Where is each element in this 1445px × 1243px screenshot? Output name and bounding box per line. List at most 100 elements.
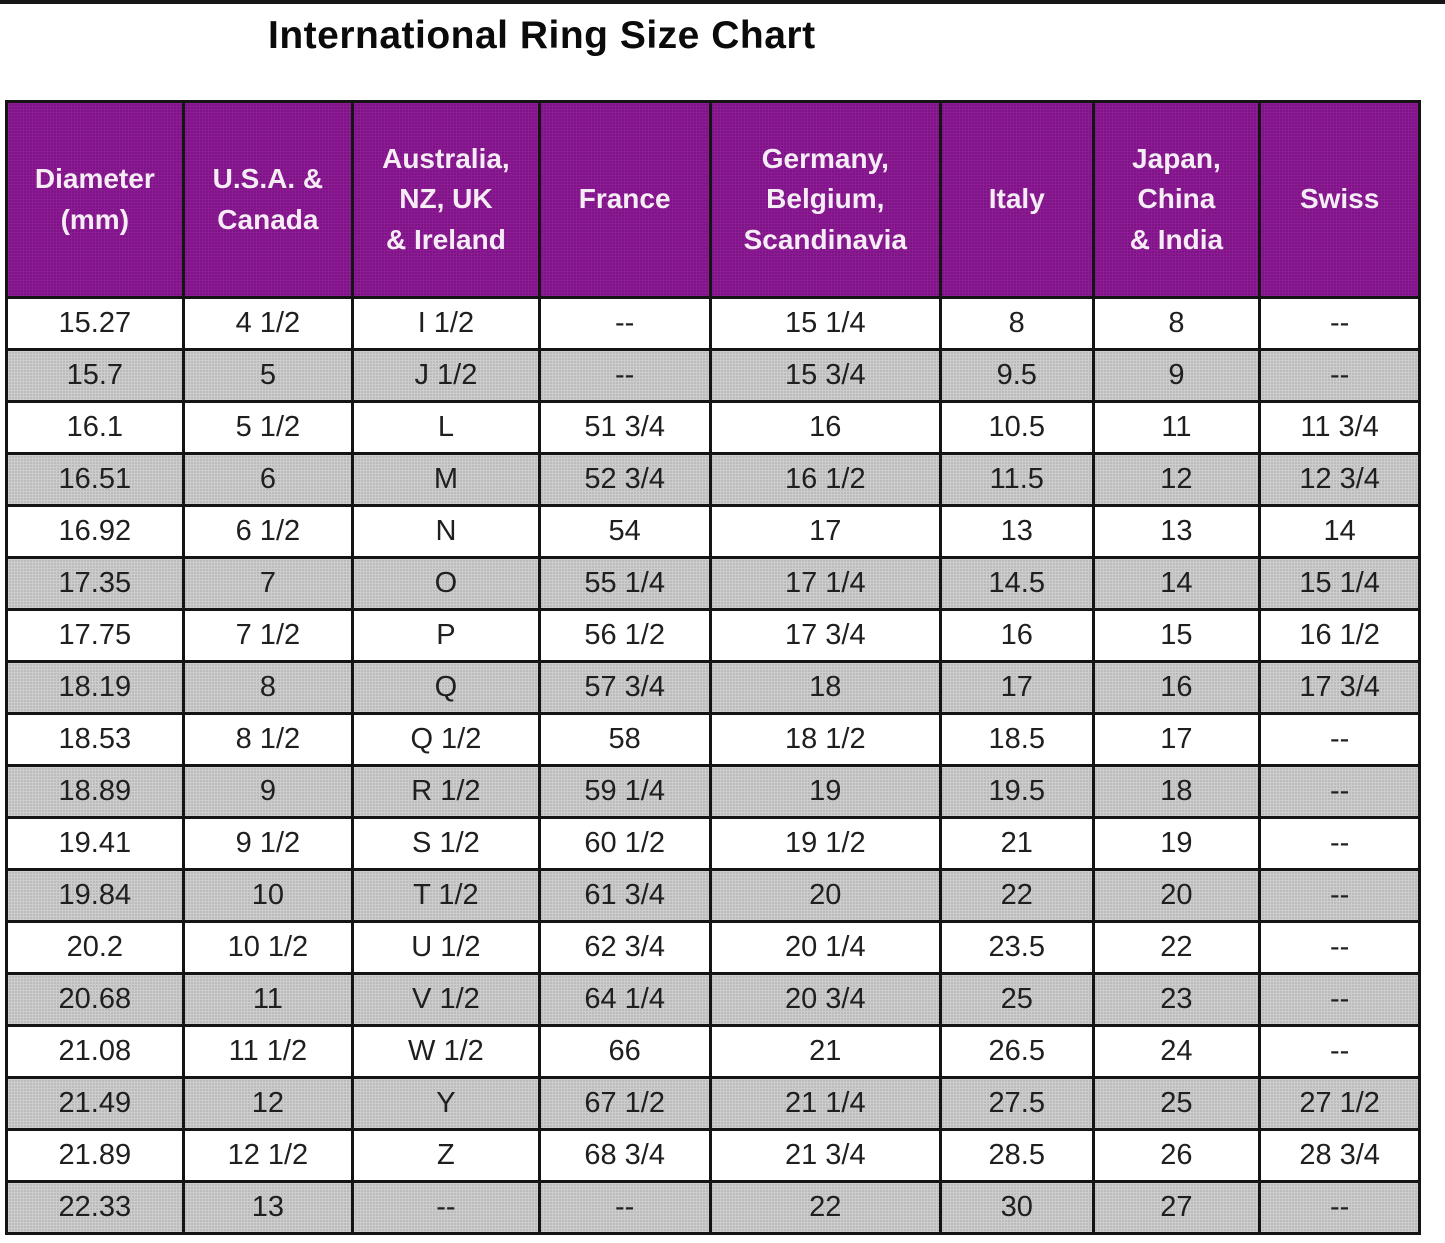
cell-diameter-mm: 18.19 — [5, 660, 185, 715]
cell-italy: 19.5 — [938, 764, 1095, 819]
cell-france: 52 3/4 — [537, 452, 712, 507]
cell-australia-nz-uk-ireland: U 1/2 — [351, 920, 541, 975]
cell-germany-belgium-scandinavia: 21 1/4 — [708, 1076, 942, 1131]
page-title: International Ring Size Chart — [268, 14, 816, 57]
cell-germany-belgium-scandinavia: 16 1/2 — [708, 452, 942, 507]
cell-diameter-mm: 17.75 — [5, 608, 185, 663]
cell-australia-nz-uk-ireland: R 1/2 — [351, 764, 541, 819]
cell-usa-canada: 12 1/2 — [181, 1128, 355, 1183]
cell-italy: 9.5 — [938, 348, 1095, 403]
cell-swiss: 14 — [1258, 504, 1421, 559]
cell-japan-china-india: 17 — [1091, 712, 1262, 767]
cell-usa-canada: 7 1/2 — [181, 608, 355, 663]
cell-australia-nz-uk-ireland: O — [351, 556, 541, 611]
cell-france: 59 1/4 — [537, 764, 712, 819]
cell-swiss: -- — [1258, 868, 1421, 923]
cell-italy: 11.5 — [938, 452, 1095, 507]
cell-usa-canada: 4 1/2 — [181, 296, 355, 351]
column-header-germany-belgium-scandinavia: Germany, Belgium, Scandinavia — [708, 100, 942, 299]
cell-australia-nz-uk-ireland: Q 1/2 — [351, 712, 541, 767]
cell-diameter-mm: 15.27 — [5, 296, 185, 351]
cell-japan-china-india: 14 — [1091, 556, 1262, 611]
cell-france: -- — [537, 1180, 712, 1235]
cell-australia-nz-uk-ireland: I 1/2 — [351, 296, 541, 351]
cell-japan-china-india: 26 — [1091, 1128, 1262, 1183]
cell-usa-canada: 12 — [181, 1076, 355, 1131]
cell-australia-nz-uk-ireland: M — [351, 452, 541, 507]
cell-france: 60 1/2 — [537, 816, 712, 871]
table-row: 16.92 6 1/2 N 54 17 13 13 14 — [5, 504, 1421, 559]
cell-france: 68 3/4 — [537, 1128, 712, 1183]
cell-italy: 14.5 — [938, 556, 1095, 611]
cell-australia-nz-uk-ireland: Y — [351, 1076, 541, 1131]
cell-japan-china-india: 23 — [1091, 972, 1262, 1027]
cell-swiss: 12 3/4 — [1258, 452, 1421, 507]
cell-italy: 23.5 — [938, 920, 1095, 975]
cell-france: 67 1/2 — [537, 1076, 712, 1131]
column-header-usa-canada: U.S.A. & Canada — [181, 100, 355, 299]
cell-diameter-mm: 19.41 — [5, 816, 185, 871]
table-row: 21.08 11 1/2 W 1/2 66 21 26.5 24 -- — [5, 1024, 1421, 1079]
cell-germany-belgium-scandinavia: 21 — [708, 1024, 942, 1079]
table-row: 22.33 13 -- -- 22 30 27 -- — [5, 1180, 1421, 1235]
cell-swiss: -- — [1258, 920, 1421, 975]
cell-diameter-mm: 21.08 — [5, 1024, 185, 1079]
cell-diameter-mm: 21.49 — [5, 1076, 185, 1131]
cell-italy: 21 — [938, 816, 1095, 871]
cell-japan-china-india: 11 — [1091, 400, 1262, 455]
cell-diameter-mm: 16.51 — [5, 452, 185, 507]
table-row: 15.7 5 J 1/2 -- 15 3/4 9.5 9 -- — [5, 348, 1421, 403]
cell-italy: 13 — [938, 504, 1095, 559]
cell-france: 54 — [537, 504, 712, 559]
cell-france: 55 1/4 — [537, 556, 712, 611]
cell-france: 61 3/4 — [537, 868, 712, 923]
cell-italy: 26.5 — [938, 1024, 1095, 1079]
table-row: 21.49 12 Y 67 1/2 21 1/4 27.5 25 27 1/2 — [5, 1076, 1421, 1131]
cell-diameter-mm: 17.35 — [5, 556, 185, 611]
table-row: 18.19 8 Q 57 3/4 18 17 16 17 3/4 — [5, 660, 1421, 715]
cell-swiss: -- — [1258, 1024, 1421, 1079]
cell-germany-belgium-scandinavia: 21 3/4 — [708, 1128, 942, 1183]
cell-usa-canada: 10 — [181, 868, 355, 923]
cell-australia-nz-uk-ireland: -- — [351, 1180, 541, 1235]
column-header-diameter-mm: Diameter (mm) — [5, 100, 185, 299]
cell-swiss: -- — [1258, 816, 1421, 871]
cell-usa-canada: 9 — [181, 764, 355, 819]
cell-usa-canada: 11 — [181, 972, 355, 1027]
cell-italy: 17 — [938, 660, 1095, 715]
cell-germany-belgium-scandinavia: 20 3/4 — [708, 972, 942, 1027]
cell-germany-belgium-scandinavia: 22 — [708, 1180, 942, 1235]
cell-germany-belgium-scandinavia: 15 3/4 — [708, 348, 942, 403]
cell-australia-nz-uk-ireland: Z — [351, 1128, 541, 1183]
column-header-australia-nz-uk-ireland: Australia, NZ, UK & Ireland — [351, 100, 541, 299]
cell-diameter-mm: 20.68 — [5, 972, 185, 1027]
cell-germany-belgium-scandinavia: 18 1/2 — [708, 712, 942, 767]
cell-italy: 28.5 — [938, 1128, 1095, 1183]
cell-italy: 27.5 — [938, 1076, 1095, 1131]
cell-australia-nz-uk-ireland: S 1/2 — [351, 816, 541, 871]
cell-swiss: 17 3/4 — [1258, 660, 1421, 715]
cell-diameter-mm: 18.89 — [5, 764, 185, 819]
table-row: 21.89 12 1/2 Z 68 3/4 21 3/4 28.5 26 28 3/4 — [5, 1128, 1421, 1183]
cell-germany-belgium-scandinavia: 17 1/4 — [708, 556, 942, 611]
cell-diameter-mm: 19.84 — [5, 868, 185, 923]
cell-swiss: 11 3/4 — [1258, 400, 1421, 455]
cell-swiss: 16 1/2 — [1258, 608, 1421, 663]
cell-france: -- — [537, 296, 712, 351]
table-row: 16.51 6 M 52 3/4 16 1/2 11.5 12 12 3/4 — [5, 452, 1421, 507]
cell-france: 56 1/2 — [537, 608, 712, 663]
cell-swiss: -- — [1258, 296, 1421, 351]
table-row: 17.35 7 O 55 1/4 17 1/4 14.5 14 15 1/4 — [5, 556, 1421, 611]
cell-italy: 8 — [938, 296, 1095, 351]
cell-germany-belgium-scandinavia: 18 — [708, 660, 942, 715]
table-row: 16.1 5 1/2 L 51 3/4 16 10.5 11 11 3/4 — [5, 400, 1421, 455]
cell-japan-china-india: 19 — [1091, 816, 1262, 871]
cell-germany-belgium-scandinavia: 17 3/4 — [708, 608, 942, 663]
cell-swiss: -- — [1258, 972, 1421, 1027]
cell-usa-canada: 8 1/2 — [181, 712, 355, 767]
table-row: 20.68 11 V 1/2 64 1/4 20 3/4 25 23 -- — [5, 972, 1421, 1027]
cell-usa-canada: 5 1/2 — [181, 400, 355, 455]
column-header-italy: Italy — [938, 100, 1095, 299]
cell-swiss: 15 1/4 — [1258, 556, 1421, 611]
cell-italy: 10.5 — [938, 400, 1095, 455]
